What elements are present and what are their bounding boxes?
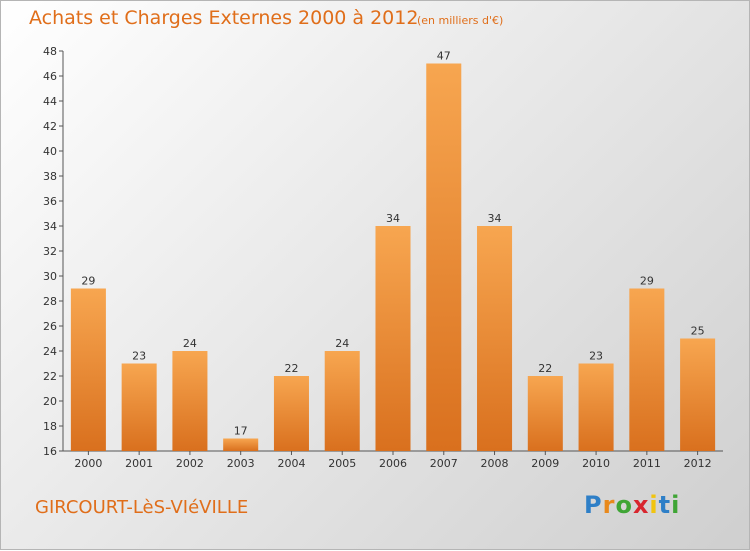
chart-subtitle: (en milliers d'€): [417, 14, 504, 27]
bar-value-label: 29: [81, 275, 95, 288]
y-tick-label: 32: [43, 245, 57, 258]
x-tick-label: 2012: [684, 457, 712, 470]
bar-value-label: 34: [488, 212, 502, 225]
bar-2007: [426, 63, 462, 451]
bar-value-label: 25: [691, 325, 705, 338]
x-tick-label: 2007: [430, 457, 458, 470]
bar-2005: [324, 351, 360, 451]
y-tick-label: 36: [43, 195, 57, 208]
x-axis: 2000 2001 2002 2003 2004 2005 2006 2007 2008 2009…: [63, 450, 723, 470]
bar-2001: [121, 363, 157, 451]
y-tick-label: 44: [43, 95, 57, 108]
bar-value-label: 47: [437, 50, 451, 63]
bar-value-label: 24: [183, 337, 197, 350]
x-tick-label: 2009: [531, 457, 559, 470]
bar-value-label: 23: [589, 350, 603, 363]
proxiti-logo: Proxiti: [584, 491, 680, 519]
bar-2008: [477, 226, 513, 451]
bar-2012: [680, 338, 716, 451]
x-tick-label: 2000: [74, 457, 102, 470]
x-tick-label: 2004: [277, 457, 305, 470]
logo-letter: t: [658, 491, 672, 519]
logo-letter: o: [615, 491, 633, 519]
bar-value-label: 22: [538, 362, 552, 375]
chart-title: Achats et Charges Externes 2000 à 2012: [29, 7, 419, 29]
bar-2011: [629, 288, 665, 451]
bar-value-label: 22: [284, 362, 298, 375]
bar-2000: [70, 288, 106, 451]
bar-value-label: 24: [335, 337, 349, 350]
x-tick-label: 2001: [125, 457, 153, 470]
y-axis: 16 18 20 22 24 26 28 30 32 34 36 38 40 42 44 46 48: [43, 45, 64, 458]
y-tick-label: 40: [43, 145, 57, 158]
y-tick-label: 48: [43, 45, 57, 58]
bar-2009: [527, 376, 563, 451]
bar-2010: [578, 363, 614, 451]
y-tick-label: 34: [43, 220, 57, 233]
bar-2002: [172, 351, 208, 451]
y-tick-label: 38: [43, 170, 57, 183]
x-tick-label: 2011: [633, 457, 661, 470]
x-tick-label: 2008: [481, 457, 509, 470]
y-tick-label: 46: [43, 70, 57, 83]
bar-2003: [223, 438, 259, 451]
y-tick-label: 26: [43, 320, 57, 333]
bar-value-label: 17: [234, 425, 248, 438]
logo-letter: i: [671, 491, 681, 519]
x-tick-label: 2003: [227, 457, 255, 470]
y-tick-label: 16: [43, 445, 57, 458]
bar-value-label: 29: [640, 275, 654, 288]
x-tick-label: 2005: [328, 457, 356, 470]
y-tick-label: 42: [43, 120, 57, 133]
commune-name: GIRCOURT-LèS-VIéVILLE: [35, 497, 249, 518]
y-tick-label: 20: [43, 395, 57, 408]
x-tick-label: 2006: [379, 457, 407, 470]
y-tick-label: 30: [43, 270, 57, 283]
bar-value-label: 34: [386, 212, 400, 225]
logo-letter: i: [649, 491, 659, 519]
x-tick-label: 2002: [176, 457, 204, 470]
y-tick-label: 28: [43, 295, 57, 308]
bars: 29 23 24 17 22 24 34 47 34 22 23 29 25: [70, 50, 716, 451]
bar-value-label: 23: [132, 350, 146, 363]
bar-2006: [375, 226, 411, 451]
y-tick-label: 24: [43, 345, 57, 358]
y-tick-label: 22: [43, 370, 57, 383]
logo-letter: x: [632, 491, 650, 519]
logo-letter: P: [584, 491, 603, 519]
bar-2004: [273, 376, 309, 451]
y-tick-label: 18: [43, 420, 57, 433]
x-tick-label: 2010: [582, 457, 610, 470]
logo-letter: r: [602, 491, 616, 519]
